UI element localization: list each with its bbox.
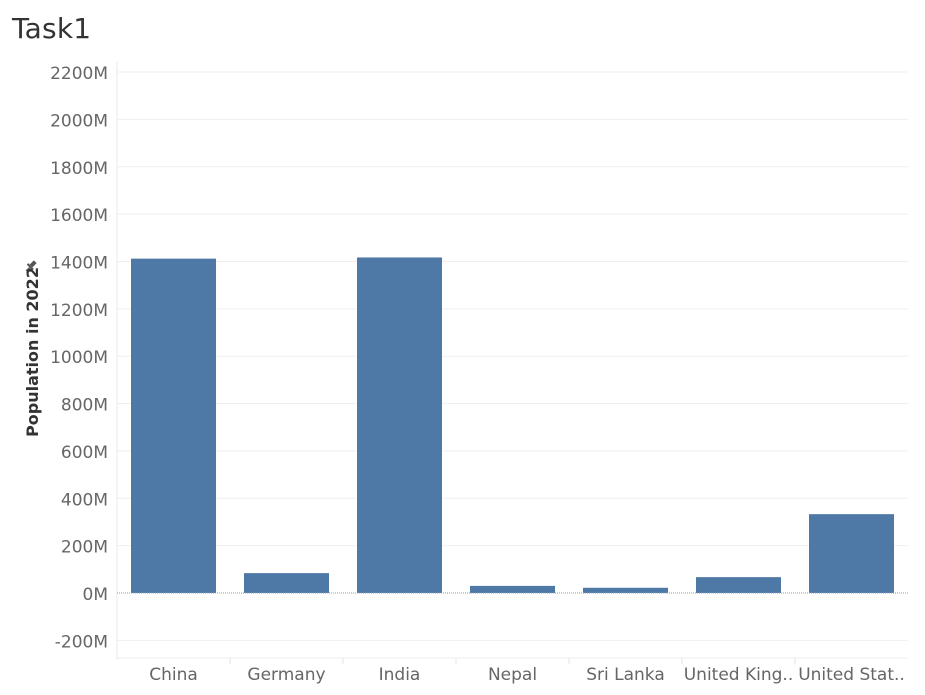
y-tick-label: 1000M — [50, 348, 108, 368]
bar — [470, 585, 555, 593]
x-tick-label: United Stat.. — [798, 665, 905, 685]
y-tick-label: 2000M — [50, 111, 108, 131]
x-tick-label: India — [379, 665, 421, 685]
chart-title: Task1 — [12, 12, 92, 45]
bar — [244, 573, 329, 593]
y-tick-label: 1600M — [50, 206, 108, 226]
bar — [131, 258, 216, 593]
x-tick-label: Germany — [247, 665, 325, 685]
bar — [357, 257, 442, 593]
y-tick-label: 600M — [61, 443, 108, 463]
y-tick-label: 1400M — [50, 253, 108, 273]
y-tick-label: 200M — [61, 538, 108, 558]
y-tick-label: 1800M — [50, 159, 108, 179]
y-tick-label: 0M — [83, 585, 108, 605]
y-tick-label: 800M — [61, 396, 108, 416]
y-tick-label: -200M — [55, 632, 108, 652]
y-tick-label: 400M — [61, 490, 108, 510]
x-tick-label: Nepal — [488, 665, 537, 685]
pin-icon — [25, 260, 37, 272]
x-tick-label: China — [149, 665, 198, 685]
bar — [696, 577, 781, 593]
bar — [583, 587, 668, 593]
bar — [809, 514, 894, 593]
y-tick-label: 2200M — [50, 64, 108, 84]
x-tick-label: United King.. — [684, 665, 794, 685]
y-tick-label: 1200M — [50, 301, 108, 321]
x-tick-label: Sri Lanka — [586, 665, 665, 685]
y-axis-label: Population in 2022 — [23, 267, 42, 437]
